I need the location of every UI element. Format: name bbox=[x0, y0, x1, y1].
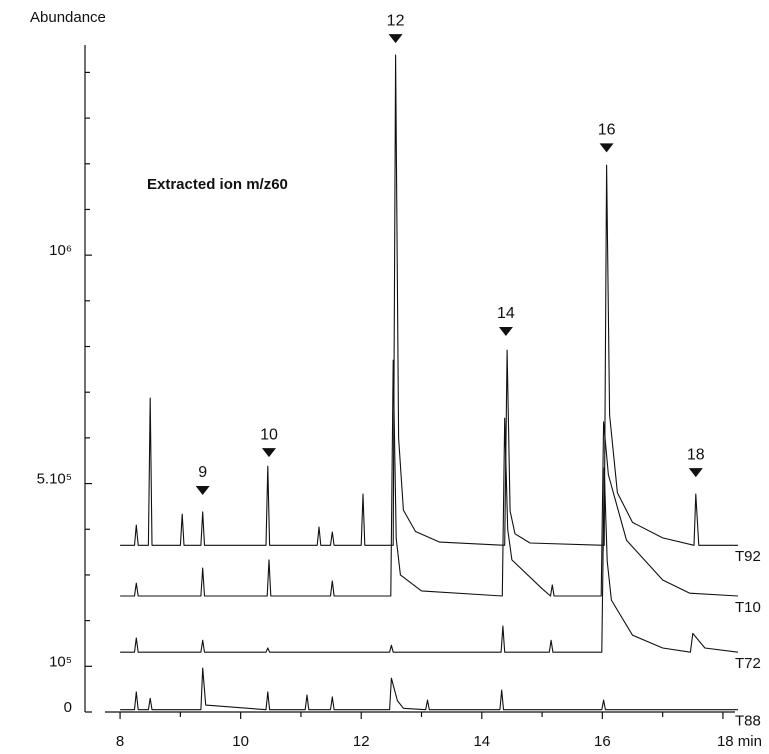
peak-label: 18 bbox=[687, 446, 705, 463]
y-tick-label: 5.10⁵ bbox=[37, 471, 72, 488]
trace bbox=[120, 359, 739, 597]
peak-label: 14 bbox=[497, 305, 515, 322]
y-tick-label: 10⁶ bbox=[49, 242, 72, 259]
peak-label: 9 bbox=[198, 464, 207, 481]
series-label: T10 bbox=[735, 599, 761, 616]
peak-marker bbox=[599, 143, 614, 153]
peak-marker bbox=[688, 468, 703, 478]
peak-marker bbox=[388, 34, 403, 44]
y-tick-label: 10⁵ bbox=[49, 653, 72, 670]
series-label: T88 bbox=[735, 713, 761, 730]
x-tick-label: 18 min bbox=[717, 733, 762, 750]
y-tick-label: 0 bbox=[64, 699, 72, 716]
peak-marker bbox=[498, 327, 513, 337]
x-tick-label: 16 bbox=[594, 733, 611, 750]
peak-label: 16 bbox=[598, 122, 616, 139]
trace bbox=[120, 667, 738, 711]
x-tick-label: 12 bbox=[353, 733, 370, 750]
peak-label: 10 bbox=[260, 426, 278, 443]
series-label: T72 bbox=[735, 655, 761, 672]
peak-marker bbox=[195, 485, 210, 495]
trace bbox=[120, 54, 738, 546]
y-axis-label: Abundance bbox=[30, 9, 106, 26]
x-tick-label: 10 bbox=[232, 733, 249, 750]
trace bbox=[120, 467, 739, 653]
x-tick-label: 8 bbox=[116, 733, 124, 750]
x-tick-label: 14 bbox=[473, 733, 490, 750]
subtitle: Extracted ion m/z60 bbox=[147, 176, 288, 193]
peak-label: 12 bbox=[387, 12, 405, 29]
peak-marker bbox=[261, 448, 276, 458]
series-label: T92 bbox=[735, 548, 761, 565]
